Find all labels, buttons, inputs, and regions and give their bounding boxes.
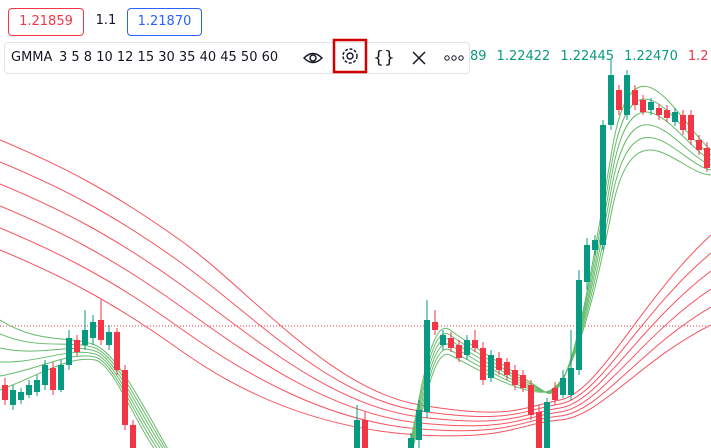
indicator-value: 1.22445 xyxy=(560,49,615,64)
candle-body xyxy=(354,420,360,448)
candle-body xyxy=(408,438,414,448)
candle-body xyxy=(448,338,454,348)
candle-body xyxy=(680,115,686,130)
candle-body xyxy=(10,390,16,405)
short-ma-line xyxy=(0,124,711,448)
remove-button[interactable] xyxy=(407,43,431,73)
candle-body xyxy=(504,362,510,375)
candle-body xyxy=(26,385,32,395)
candle-body xyxy=(576,280,582,370)
candle-body xyxy=(568,368,574,395)
candle-body xyxy=(34,380,40,392)
long-ma-line xyxy=(0,227,711,432)
candle-body xyxy=(98,320,104,340)
candle-body xyxy=(664,110,670,118)
visibility-button[interactable] xyxy=(301,43,325,73)
candle-body xyxy=(496,358,502,370)
indicator-value: 89 xyxy=(470,49,487,64)
candle-body xyxy=(106,332,112,345)
indicator-value: 1.2 xyxy=(687,49,709,64)
candle-body xyxy=(74,340,80,352)
candle-body xyxy=(58,365,64,390)
candle-body xyxy=(696,140,702,150)
settings-button[interactable] xyxy=(332,38,368,76)
candle-body xyxy=(640,100,646,112)
long-ma-line xyxy=(0,139,711,413)
long-ma-line xyxy=(0,183,711,422)
candle-body xyxy=(560,378,566,395)
candle-body xyxy=(600,125,606,245)
candle-body xyxy=(440,335,446,345)
candle-body xyxy=(464,340,470,355)
candle-body xyxy=(624,75,630,115)
candle-body xyxy=(520,375,526,388)
candle-body xyxy=(512,370,518,385)
indicator-values: 89 1.22422 1.22445 1.22470 1.2 xyxy=(470,42,711,72)
indicator-periods[interactable]: 3 5 8 10 12 15 30 35 40 45 50 60 xyxy=(59,50,279,65)
candle-body xyxy=(528,385,534,415)
candle-body xyxy=(114,332,120,370)
candle-body xyxy=(66,338,72,365)
long-ma-line xyxy=(0,249,711,437)
candle-body xyxy=(432,322,438,330)
candle-body xyxy=(130,425,136,448)
candle-body xyxy=(362,420,368,448)
candle-body xyxy=(82,330,88,345)
candle-body xyxy=(2,385,8,400)
candle-body xyxy=(42,365,48,385)
buy-button[interactable]: 1.21870 xyxy=(127,8,202,36)
candle-body xyxy=(688,115,694,140)
candle-body xyxy=(608,75,614,125)
candle-body xyxy=(50,368,56,390)
sell-button[interactable]: 1.21859 xyxy=(8,8,84,36)
candle-body xyxy=(648,102,654,110)
candle-body xyxy=(592,240,598,250)
indicator-legend: GMMA 3 5 8 10 12 15 30 35 40 45 50 60 {} xyxy=(4,38,470,74)
indicator-value: 1.22422 xyxy=(496,49,551,64)
candle-body xyxy=(472,340,478,348)
indicator-name[interactable]: GMMA xyxy=(11,50,53,65)
candle-body xyxy=(488,355,494,378)
more-button[interactable] xyxy=(442,43,466,73)
short-ma-line xyxy=(0,149,711,448)
candle-body xyxy=(552,388,558,400)
candle-body xyxy=(416,410,422,440)
candle-body xyxy=(18,392,24,400)
indicator-value: 1.22470 xyxy=(624,49,678,64)
source-code-button[interactable]: {} xyxy=(372,43,396,73)
spread: 1.1 xyxy=(92,8,120,34)
candle-body xyxy=(424,320,430,412)
candle-body xyxy=(584,245,590,282)
candle-body xyxy=(616,90,622,110)
candle-body xyxy=(672,112,678,122)
candle-body xyxy=(456,345,462,358)
candle-body xyxy=(656,108,662,115)
candle-body xyxy=(704,148,710,168)
candle-body xyxy=(536,412,542,448)
candle-body xyxy=(90,322,96,338)
svg-text:{}: {} xyxy=(373,48,395,68)
candle-body xyxy=(122,370,128,425)
long-ma-line xyxy=(0,161,711,418)
candle-body xyxy=(544,402,550,448)
long-ma-line xyxy=(0,205,711,427)
candle-body xyxy=(632,90,638,105)
candle-body xyxy=(480,348,486,380)
